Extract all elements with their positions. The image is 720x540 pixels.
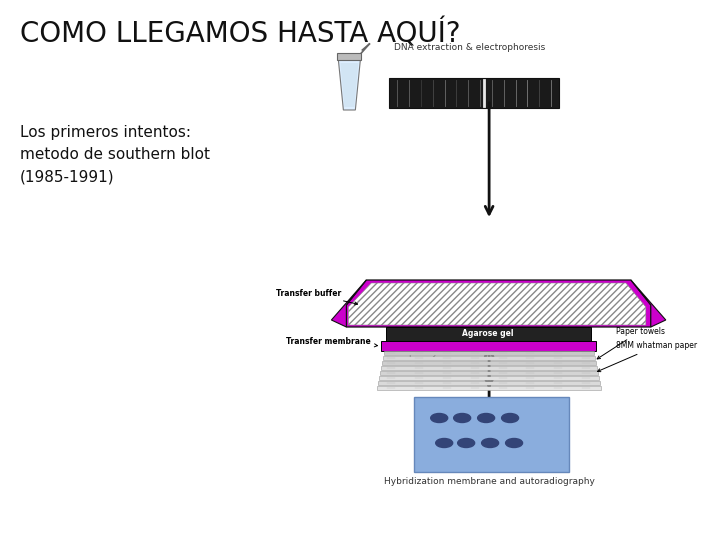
FancyBboxPatch shape xyxy=(387,327,591,341)
Text: Hybridization membrane and autoradiography: Hybridization membrane and autoradiograp… xyxy=(384,477,595,486)
Text: (1985-1991): (1985-1991) xyxy=(20,169,114,184)
Polygon shape xyxy=(331,280,366,327)
Polygon shape xyxy=(348,283,646,325)
FancyBboxPatch shape xyxy=(382,366,597,370)
Text: metodo de southern blot: metodo de southern blot xyxy=(20,147,210,162)
Text: Transfer buffer: Transfer buffer xyxy=(276,288,358,305)
FancyBboxPatch shape xyxy=(382,341,596,351)
FancyBboxPatch shape xyxy=(414,397,569,472)
Polygon shape xyxy=(346,280,651,327)
Text: Capilary transferation to membrane: Capilary transferation to membrane xyxy=(395,347,583,357)
FancyBboxPatch shape xyxy=(378,381,600,385)
Ellipse shape xyxy=(505,438,523,448)
Text: 8MM whatman paper: 8MM whatman paper xyxy=(598,341,697,372)
Polygon shape xyxy=(338,60,360,110)
FancyBboxPatch shape xyxy=(383,356,595,360)
Polygon shape xyxy=(338,53,361,60)
Ellipse shape xyxy=(482,438,498,448)
FancyBboxPatch shape xyxy=(384,351,594,355)
FancyBboxPatch shape xyxy=(377,386,601,390)
FancyBboxPatch shape xyxy=(379,376,599,380)
Text: DNA extraction & electrophoresis: DNA extraction & electrophoresis xyxy=(395,44,546,52)
Ellipse shape xyxy=(458,438,474,448)
Ellipse shape xyxy=(436,438,453,448)
Text: Los primeros intentos:: Los primeros intentos: xyxy=(20,125,191,140)
FancyBboxPatch shape xyxy=(380,371,598,375)
FancyBboxPatch shape xyxy=(382,361,596,365)
Text: COMO LLEGAMOS HASTA AQUÍ?: COMO LLEGAMOS HASTA AQUÍ? xyxy=(20,18,461,48)
Text: Transfer membrane: Transfer membrane xyxy=(287,336,377,347)
Text: Paper towels: Paper towels xyxy=(597,327,665,359)
Polygon shape xyxy=(341,63,359,107)
FancyBboxPatch shape xyxy=(390,78,559,108)
Text: Agarose gel: Agarose gel xyxy=(462,329,514,339)
Ellipse shape xyxy=(431,414,448,422)
Ellipse shape xyxy=(477,414,495,422)
Ellipse shape xyxy=(502,414,518,422)
Polygon shape xyxy=(631,280,666,327)
Ellipse shape xyxy=(454,414,471,422)
